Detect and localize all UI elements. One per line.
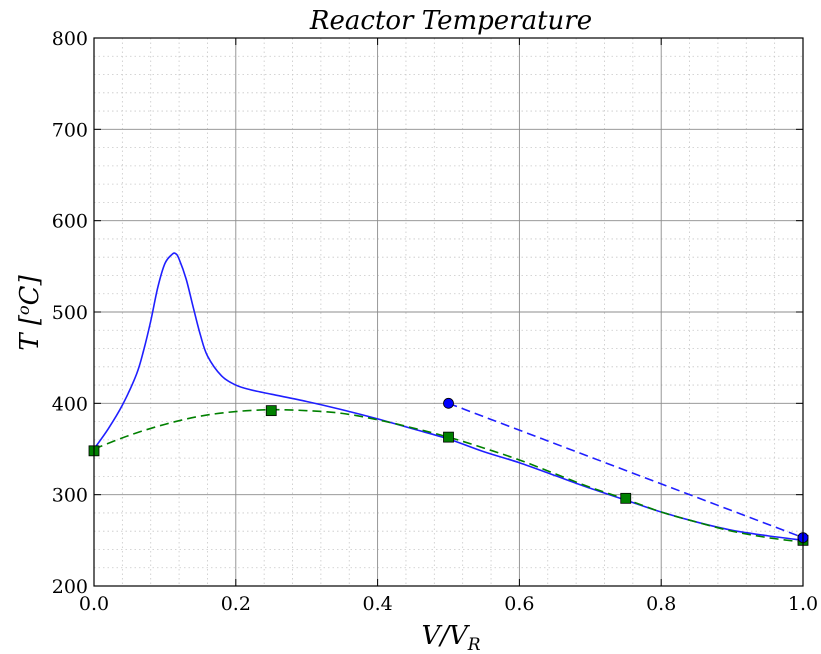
series-2-square-marker xyxy=(620,492,632,504)
y-axis-label-unit: C] xyxy=(15,274,45,305)
series-4-circle-marker xyxy=(443,397,454,409)
y-tick-label: 500 xyxy=(52,302,88,324)
ticks-layer: 0.0 0.2 0.4 0.6 0.8 1.0 200 300 400 500 600 700 800 xyxy=(52,28,818,615)
y-axis-label-base: T [ xyxy=(15,314,45,351)
y-axis-label-superscript: o xyxy=(14,305,33,315)
x-tick-label: 0.4 xyxy=(362,593,392,615)
series-2-square-marker xyxy=(443,431,454,443)
y-tick-label: 400 xyxy=(52,393,88,415)
x-tick-label: 0.0 xyxy=(79,593,109,615)
series-2-square-marker xyxy=(265,405,277,417)
x-tick-label: 1.0 xyxy=(788,593,818,615)
x-tick-label: 0.2 xyxy=(221,593,251,615)
y-axis-label: T [oC] xyxy=(14,274,45,350)
series-3-dashed-line xyxy=(448,402,804,539)
x-axis-label-base: V/V xyxy=(421,621,470,651)
series-0-solid-line xyxy=(93,252,804,542)
x-tick-label: 0.6 xyxy=(504,593,534,615)
x-axis-label: V/VR xyxy=(421,621,480,654)
y-tick-label: 600 xyxy=(52,211,88,233)
series-layer xyxy=(88,252,809,546)
x-tick-label: 0.8 xyxy=(646,593,676,615)
x-axis-label-subscript: R xyxy=(467,635,481,654)
y-tick-label: 200 xyxy=(52,576,88,598)
y-tick-label: 300 xyxy=(52,485,88,507)
chart-title: Reactor Temperature xyxy=(309,6,592,36)
y-tick-label: 800 xyxy=(52,28,88,50)
y-tick-label: 700 xyxy=(52,119,88,141)
